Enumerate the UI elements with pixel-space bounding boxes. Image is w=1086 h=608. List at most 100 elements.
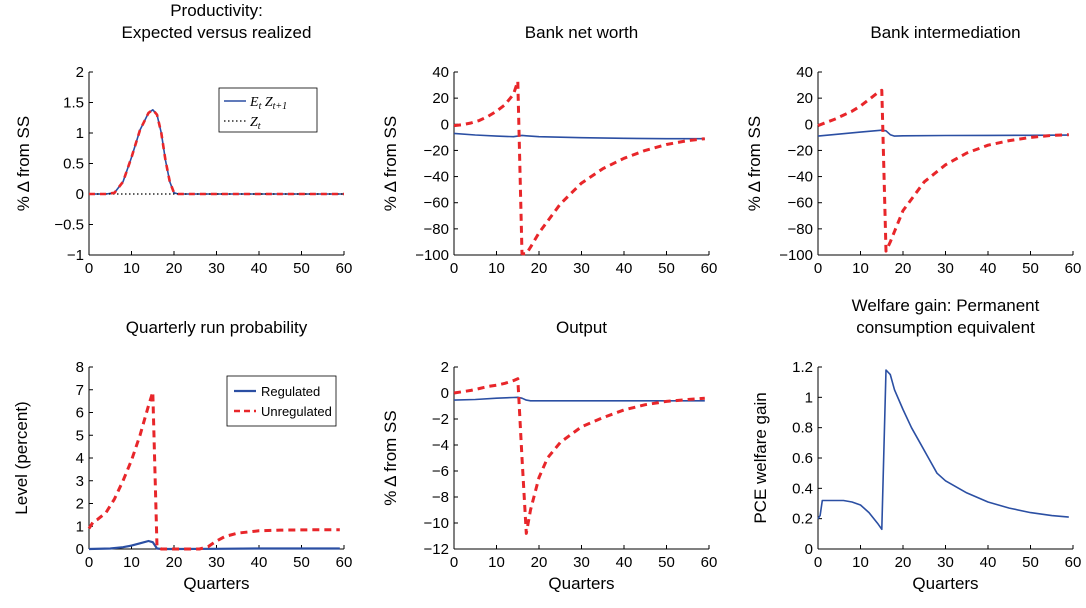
x-tick-label: 30 [208,260,225,277]
x-tick-label: 40 [616,554,633,571]
x-tick-label: 50 [293,260,310,277]
chart-title: consumption equivalent [856,318,1035,337]
legend-productivity: Et Zt+1 Zt [218,87,318,133]
legend-run-probability: Regulated Unregulated [226,375,337,427]
chart-welfare: Welfare gain: Permanent consumption equiv… [751,296,1081,593]
chart-title: Productivity: [170,1,263,20]
x-tick-label: 0 [450,554,458,571]
chart-title: Expected versus realized [122,23,312,42]
chart-intermediation: Bank intermediation 0 10 20 30 40 50 60 −100 −80 −… [745,23,1081,277]
y-tick-label: 0.6 [792,450,813,467]
series-line-unregulated [817,88,1069,253]
x-tick-label: 30 [573,260,590,277]
legend-label-regulated: Regulated [261,384,320,399]
x-tick-label: 30 [573,554,590,571]
y-tick-label: 0 [805,541,813,558]
y-tick-label: 6 [76,405,84,422]
series-line-regulated [453,396,705,402]
legend-label-unregulated: Unregulated [261,404,332,419]
chart-title: Bank intermediation [870,23,1020,42]
y-axis-label: PCE welfare gain [751,392,770,523]
y-tick-label: −60 [788,195,813,212]
legend-box [218,87,318,133]
y-tick-label: −100 [415,247,449,264]
y-axis-label: % Δ from SS [381,116,400,211]
y-tick-label: 0.5 [63,156,84,173]
x-tick-label: 20 [895,554,912,571]
y-tick-label: −0.5 [54,217,84,234]
y-tick-label: −60 [424,195,449,212]
x-axis-label: Quarters [183,574,249,593]
y-tick-label: −4 [432,437,449,454]
y-tick-label: 20 [432,90,449,107]
x-tick-label: 20 [531,554,548,571]
y-tick-label: −80 [424,221,449,238]
x-tick-label: 30 [937,554,954,571]
y-tick-label: 4 [76,450,84,467]
y-tick-label: 1.5 [63,95,84,112]
y-tick-label: 0 [441,385,449,402]
y-tick-label: 40 [796,64,813,81]
y-tick-label: 20 [796,90,813,107]
series-line-unregulated [453,377,705,535]
y-tick-label: −100 [779,247,813,264]
x-tick-label: 10 [488,260,505,277]
x-tick-label: 20 [166,554,183,571]
series-line-welfare-gain [817,369,1069,531]
y-tick-label: 0 [441,116,449,133]
y-tick-label: −6 [432,463,449,480]
y-tick-label: −20 [788,142,813,159]
chart-title: Welfare gain: Permanent [852,296,1040,315]
y-tick-label: −12 [424,541,449,558]
x-tick-label: 20 [895,260,912,277]
x-tick-label: 0 [450,260,458,277]
x-tick-label: 40 [980,554,997,571]
x-tick-label: 50 [658,554,675,571]
y-tick-label: 2 [76,64,84,81]
x-tick-label: 30 [937,260,954,277]
y-axis-label: Level (percent) [12,401,31,514]
y-tick-label: 2 [441,359,449,376]
x-tick-label: 20 [531,260,548,277]
y-tick-label: 0.4 [792,480,813,497]
y-tick-label: −10 [424,515,449,532]
y-tick-label: 0 [805,116,813,133]
x-tick-label: 10 [488,554,505,571]
x-tick-label: 10 [852,554,869,571]
series-line-unregulated-dash [89,108,344,196]
y-tick-label: −20 [424,142,449,159]
series-line-unregulated [87,390,340,551]
x-tick-label: 10 [123,260,140,277]
chart-title: Bank net worth [525,23,638,42]
chart-networth: Bank net worth 0 10 20 30 40 50 60 −100 −80 −60 −40… [381,23,717,277]
y-tick-label: 1 [76,125,84,142]
y-tick-label: −1 [67,247,84,264]
chart-output: Output 0 10 20 30 40 50 60 −12 −10 −8 −6 −4 −2 0 2 % Δ f… [381,318,717,593]
y-tick-label: −80 [788,221,813,238]
x-tick-label: 60 [336,554,353,571]
legend-label-realized: Zt [250,115,261,132]
x-tick-label: 60 [1065,260,1082,277]
x-tick-label: 10 [123,554,140,571]
chart-title: Quarterly run probability [126,318,308,337]
y-tick-label: 5 [76,427,84,444]
x-tick-label: 40 [616,260,633,277]
y-tick-label: 40 [432,64,449,81]
y-axis-label: % Δ from SS [381,410,400,505]
x-tick-label: 50 [1022,260,1039,277]
x-tick-label: 20 [166,260,183,277]
y-tick-label: −8 [432,489,449,506]
x-axis-label: Quarters [912,574,978,593]
x-tick-label: 40 [251,260,268,277]
x-tick-label: 30 [208,554,225,571]
x-tick-label: 50 [1022,554,1039,571]
y-tick-label: 1 [805,389,813,406]
series-line-regulated [88,539,340,551]
x-tick-label: 40 [251,554,268,571]
chart-runprob: Quarterly run probability 0 10 20 30 40 50 60 0 1… [12,318,352,593]
y-tick-label: −40 [424,169,449,186]
legend-label-expected: Et Zt+1 [249,95,287,112]
series-line-regulated [453,132,705,140]
x-tick-label: 60 [1065,554,1082,571]
